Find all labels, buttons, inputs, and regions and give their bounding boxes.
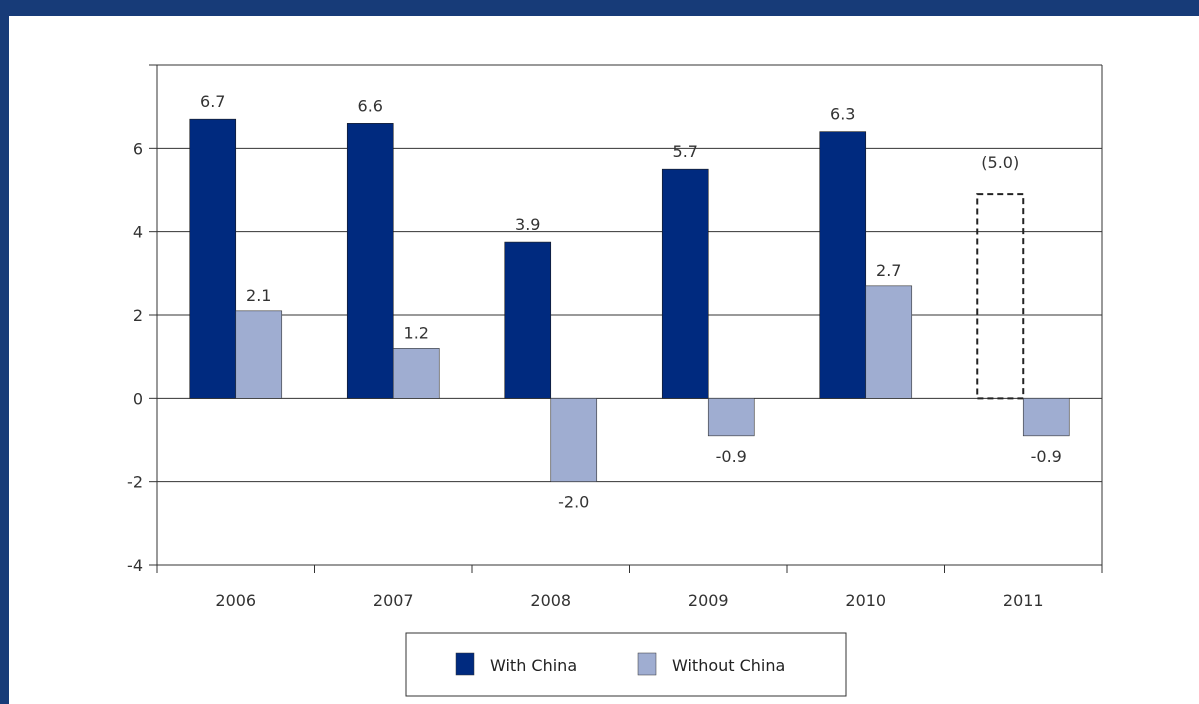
y-tick-label: -2 [127, 473, 143, 492]
data-label-with-china: 6.7 [200, 92, 225, 111]
y-tick-label: 2 [133, 306, 143, 325]
axes: 6 4 2 0 -2 -4 2006 2007 2008 2009 2010 2011 [127, 64, 1103, 610]
data-label-without-china: -2.0 [558, 493, 589, 512]
bar-with-china [504, 241, 552, 399]
bar-without-china [1022, 398, 1070, 437]
bar-with-china [346, 123, 394, 399]
data-label-with-china: 3.9 [515, 215, 540, 234]
x-tick-label: 2011 [1003, 591, 1044, 610]
data-label-without-china: 2.1 [246, 286, 271, 305]
data-label-with-china: (5.0) [981, 153, 1019, 172]
bar-with-china [819, 131, 867, 399]
legend-box [405, 632, 847, 697]
x-tick-label: 2006 [215, 591, 256, 610]
bar-without-china [865, 285, 913, 399]
legend: With China Without China [405, 632, 847, 697]
gridlines [157, 147, 1102, 566]
legend-label-with-china: With China [490, 656, 577, 675]
data-label-without-china: -0.9 [716, 447, 747, 466]
bars [189, 118, 1070, 482]
bar-without-china [707, 398, 755, 437]
bar-without-china [550, 398, 598, 482]
bar-with-china-projected [976, 193, 1025, 400]
data-label-with-china: 6.6 [358, 96, 383, 115]
bar-without-china [392, 348, 440, 399]
y-tick-label: 6 [133, 139, 143, 158]
y-tick-label: 0 [133, 389, 143, 408]
legend-swatch-with-china [455, 652, 475, 676]
bar-with-china [189, 118, 237, 399]
legend-swatch-without-china [637, 652, 657, 676]
x-tick-label: 2008 [530, 591, 571, 610]
data-label-without-china: -0.9 [1031, 447, 1062, 466]
data-label-with-china: 5.7 [673, 142, 698, 161]
data-labels: 6.7 2.1 6.6 1.2 3.9 -2.0 5.7 -0.9 6.3 2.7 (5.0) -0.… [200, 92, 1062, 512]
y-tick-label: 4 [133, 223, 143, 242]
x-tick-label: 2007 [373, 591, 414, 610]
bar-with-china [661, 168, 709, 399]
x-tick-label: 2009 [688, 591, 729, 610]
bar-without-china [235, 310, 283, 399]
x-tick-label: 2010 [845, 591, 886, 610]
data-label-without-china: 1.2 [404, 323, 429, 342]
legend-label-without-china: Without China [672, 656, 785, 675]
y-tick-label: -4 [127, 556, 143, 575]
data-label-with-china: 6.3 [830, 105, 855, 124]
data-label-without-china: 2.7 [876, 261, 901, 280]
